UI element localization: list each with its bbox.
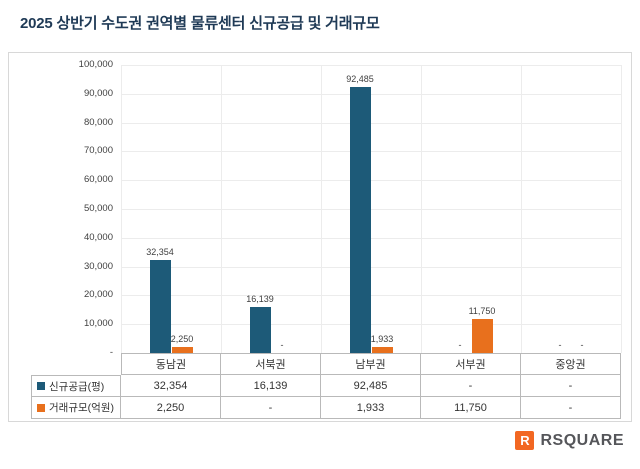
category-cell: 중앙권 — [521, 353, 621, 375]
series-row-header: 신규공급(평) — [31, 375, 121, 397]
bar-신규공급(평)-동남권 — [149, 260, 171, 353]
bar-거래규모(억원)-서부권 — [471, 319, 493, 353]
category-cell: 서부권 — [421, 353, 521, 375]
gridline — [121, 93, 621, 95]
gridline — [121, 209, 621, 210]
table-value-cell: - — [221, 397, 321, 419]
gridline — [121, 65, 621, 66]
series-name: 거래규모(억원) — [49, 402, 114, 414]
series-row-header: 거래규모(억원) — [31, 397, 121, 419]
bar-value-label: 92,485 — [346, 74, 374, 84]
bar-value-label: 2,250 — [170, 334, 194, 344]
y-axis-label: 20,000 — [83, 289, 113, 301]
legend-marker — [37, 403, 45, 412]
table-value-cell: - — [421, 375, 521, 397]
gridline — [121, 324, 621, 326]
rsquare-logo-text: RSQUARE — [540, 431, 624, 449]
category-cell: 동남권 — [121, 353, 221, 375]
table-value-cell: 1,933 — [321, 397, 421, 419]
chart-container: 동남권 서북권 남부권 서부권 중앙권 신규공급(평) 32,354 16,139 92,485… — [8, 52, 632, 422]
table-value-cell: 11,750 — [421, 397, 521, 419]
category-gridline — [321, 65, 322, 353]
gridline — [121, 151, 621, 153]
y-axis-label: 40,000 — [83, 231, 113, 243]
bar-신규공급(평)-남부권 — [349, 87, 371, 353]
y-axis-label: 30,000 — [83, 260, 113, 272]
bar-value-label: 11,750 — [468, 306, 496, 316]
rsquare-logo: R RSQUARE — [515, 431, 624, 450]
y-axis-label: 100,000 — [78, 59, 113, 70]
bar-거래규모(억원)-남부권 — [371, 347, 393, 353]
bar-value-label: - — [280, 340, 284, 350]
category-gridline — [121, 65, 122, 353]
table-value-cell: 2,250 — [121, 397, 221, 419]
y-axis-label: 80,000 — [83, 116, 113, 128]
gridline — [121, 237, 621, 239]
category-gridline — [421, 65, 422, 353]
page-title: 2025 상반기 수도권 권역별 물류센터 신규공급 및 거래규모 — [20, 15, 380, 32]
series-name: 신규공급(평) — [49, 380, 105, 393]
table-value-cell: 92,485 — [321, 375, 421, 397]
table-value-cell: 32,354 — [121, 375, 221, 397]
category-gridline — [221, 65, 222, 353]
bar-거래규모(억원)-동남권 — [171, 347, 193, 353]
gridline — [121, 266, 621, 268]
legend-marker — [37, 382, 45, 390]
table-value-cell: - — [521, 375, 621, 397]
y-axis-label: - — [109, 347, 113, 358]
gridline — [121, 180, 621, 182]
bar-value-label: 1,933 — [370, 334, 394, 344]
bar-value-label: 32,354 — [146, 247, 174, 257]
y-axis-label: 10,000 — [83, 318, 113, 330]
gridline — [121, 122, 621, 124]
y-axis-label: 50,000 — [83, 203, 113, 214]
y-axis-label: 60,000 — [83, 174, 113, 186]
rsquare-logo-icon: R — [515, 431, 535, 450]
table-value-cell: - — [521, 397, 621, 419]
bar-value-label: - — [458, 340, 462, 350]
bar-신규공급(평)-서북권 — [249, 307, 271, 353]
table-value-cell: 16,139 — [221, 375, 321, 397]
gridline — [121, 295, 621, 297]
category-cell: 남부권 — [321, 353, 421, 375]
y-axis-label: 70,000 — [83, 145, 113, 157]
category-gridline — [621, 65, 622, 353]
bar-value-label: 16,139 — [246, 294, 274, 304]
y-axis-label: 90,000 — [83, 87, 113, 99]
category-gridline — [521, 65, 522, 353]
bar-value-label: - — [558, 340, 562, 350]
category-cell: 서북권 — [221, 353, 321, 375]
bar-value-label: - — [580, 340, 584, 350]
